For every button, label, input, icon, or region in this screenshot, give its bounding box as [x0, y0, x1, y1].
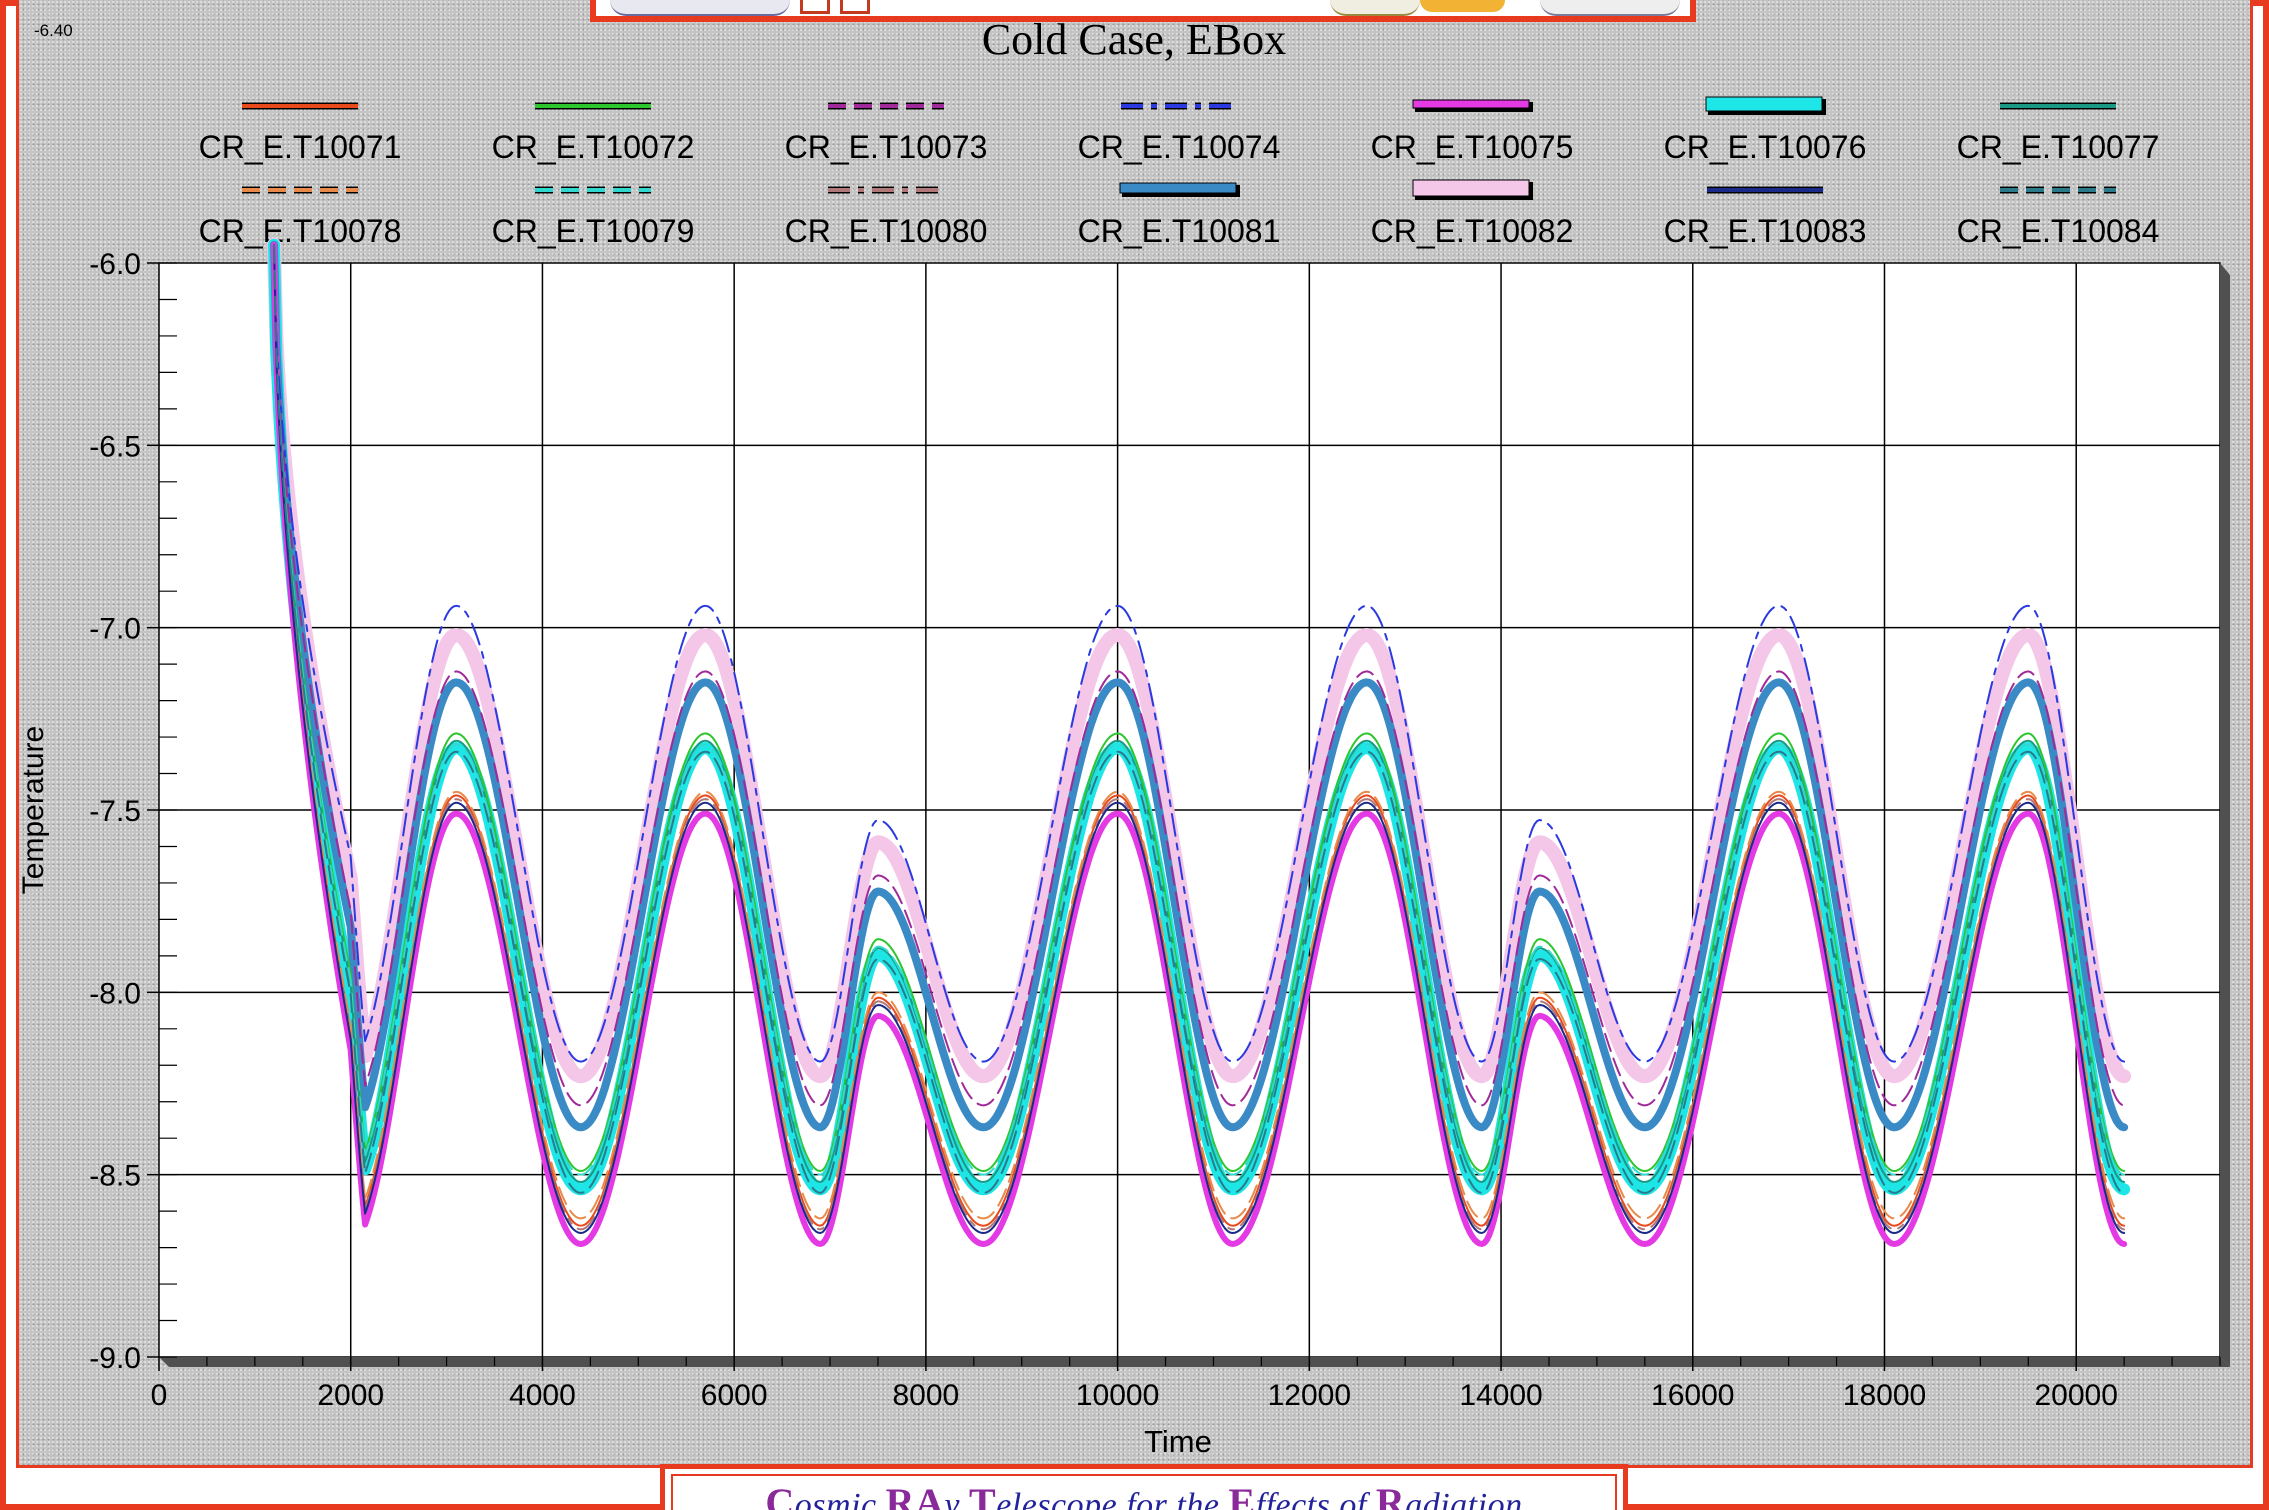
- y-tick-label-3: -7.5: [89, 795, 141, 828]
- legend-label: CR_E.T10072: [492, 129, 695, 165]
- series-line-cret10084: [273, 243, 2126, 1194]
- logo-banner: [590, 0, 1696, 22]
- legend-label: CR_E.T10074: [1078, 129, 1281, 165]
- legend-label: CR_E.T10079: [492, 213, 695, 249]
- x-tick-label-4: 8000: [893, 1379, 960, 1412]
- plot-shadow-right: [2220, 263, 2230, 1367]
- footer-word-3: ffects of: [1255, 1487, 1376, 1510]
- legend-item-7: CR_E.T10077: [1957, 102, 2160, 165]
- x-tick-label-2: 4000: [509, 1379, 576, 1412]
- legend-label: CR_E.T10083: [1664, 213, 1867, 249]
- y-tick-label-2: -7.0: [89, 613, 141, 646]
- footer-word-0: osmic: [794, 1487, 886, 1510]
- legend-swatch: [1705, 96, 1823, 112]
- legend-item-13: CR_E.T10083: [1664, 186, 1867, 249]
- y-tick-label-0: -6.0: [89, 248, 141, 281]
- legend-swatch: [1119, 182, 1237, 194]
- footer-capital-2: T: [969, 1480, 997, 1510]
- footer-capital-1: RA: [885, 1480, 945, 1510]
- series-line-cret10075: [271, 241, 2128, 1247]
- x-tick-label-6: 12000: [1268, 1379, 1351, 1412]
- legend-item-11: CR_E.T10081: [1078, 182, 1281, 249]
- series-line-cret10081: [270, 240, 2129, 1132]
- partner-logo-a: [800, 0, 830, 14]
- department-seal-logo: [1540, 0, 1680, 16]
- legend-swatch: [1412, 99, 1530, 109]
- x-tick-label-10: 20000: [2034, 1379, 2117, 1412]
- legend-label: CR_E.T10075: [1371, 129, 1574, 165]
- footer-word-2: elescope for the: [996, 1487, 1229, 1510]
- legend-label: CR_E.T10071: [199, 129, 402, 165]
- x-tick-label-0: 0: [151, 1379, 168, 1412]
- corner-value-label: -6.40: [34, 21, 73, 40]
- partner-logo-b: [840, 0, 870, 14]
- y-tick-label-6: -9.0: [89, 1342, 141, 1375]
- x-tick-label-1: 2000: [317, 1379, 384, 1412]
- axes: 0 2000 4000 6000 8000 10000 12000 14000 16000 180…: [89, 248, 2221, 1412]
- x-axis-label: Time: [1144, 1424, 1212, 1459]
- legend-label: CR_E.T10081: [1078, 213, 1281, 249]
- plot-shadow-bottom: [159, 1357, 2230, 1367]
- legend-item-6: CR_E.T10076: [1664, 96, 1867, 165]
- legend-label: CR_E.T10077: [1957, 129, 2160, 165]
- footer-tagline: Cosmic RAy Telescope for the Effects of …: [665, 1479, 1623, 1510]
- footer-inner-frame: [671, 1474, 1617, 1510]
- series-line-cret10083: [273, 243, 2126, 1234]
- legend-item-1: CR_E.T10071: [199, 102, 402, 165]
- orange-logo: [1420, 0, 1505, 12]
- x-tick-label-9: 18000: [1843, 1379, 1926, 1412]
- series-line-cret10072: [273, 243, 2126, 1172]
- legend-label: CR_E.T10078: [199, 213, 402, 249]
- agency-seal-logo: [1330, 0, 1420, 16]
- legend-item-10: CR_E.T10080: [785, 186, 988, 249]
- legend-label: CR_E.T10082: [1371, 213, 1574, 249]
- university-seal-logo: [610, 0, 790, 16]
- series-line-cret10073: [273, 243, 2126, 1107]
- y-tick-label-4: -8.0: [89, 977, 141, 1010]
- footer-word-1: y: [944, 1487, 969, 1510]
- series-layer: [267, 237, 2132, 1247]
- y-tick-label-5: -8.5: [89, 1160, 141, 1193]
- legend: CR_E.T10071 CR_E.T10072 CR_E.T10073 CR_E.T1…: [199, 96, 2160, 249]
- footer-capital-0: C: [765, 1480, 795, 1510]
- series-line-cret10082: [267, 237, 2132, 1084]
- footer-word-4: adiation: [1405, 1487, 1523, 1510]
- legend-item-8: CR_E.T10078: [199, 186, 402, 249]
- legend-item-5: CR_E.T10075: [1371, 99, 1574, 165]
- y-tick-label-1: -6.5: [89, 430, 141, 463]
- legend-label: CR_E.T10084: [1957, 213, 2160, 249]
- chart-title: Cold Case, EBox: [982, 15, 1286, 64]
- legend-item-4: CR_E.T10074: [1078, 102, 1281, 165]
- footer-banner: Cosmic RAy Telescope for the Effects of …: [660, 1464, 1628, 1510]
- y-axis-label: Temperature: [17, 726, 50, 894]
- legend-item-2: CR_E.T10072: [492, 102, 695, 165]
- series-line-cret10078: [273, 243, 2126, 1220]
- x-tick-label-3: 6000: [701, 1379, 768, 1412]
- footer-capital-4: R: [1375, 1480, 1406, 1510]
- footer-capital-3: E: [1228, 1480, 1256, 1510]
- legend-item-3: CR_E.T10073: [785, 102, 988, 165]
- legend-item-14: CR_E.T10084: [1957, 186, 2160, 249]
- legend-item-9: CR_E.T10079: [492, 186, 695, 249]
- legend-label: CR_E.T10076: [1664, 129, 1867, 165]
- legend-item-12: CR_E.T10082: [1371, 179, 1574, 249]
- series-line-cret10079: [273, 243, 2126, 1176]
- legend-label: CR_E.T10073: [785, 129, 988, 165]
- x-tick-label-8: 16000: [1651, 1379, 1734, 1412]
- legend-label: CR_E.T10080: [785, 213, 988, 249]
- series-line-cret10074: [273, 243, 2126, 1063]
- x-tick-label-5: 10000: [1076, 1379, 1159, 1412]
- legend-swatch: [1412, 179, 1530, 197]
- x-tick-label-7: 14000: [1459, 1379, 1542, 1412]
